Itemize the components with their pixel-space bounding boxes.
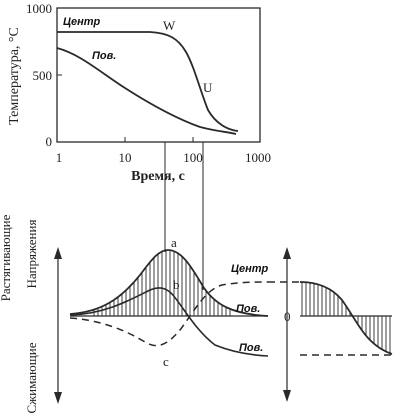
right-center-label: Центр — [231, 263, 269, 275]
marker-w: W — [163, 18, 176, 33]
compression-arrow-icon — [54, 392, 62, 404]
right-compression-arrow-icon — [283, 390, 291, 402]
x-tick-label-1: 1 — [56, 150, 63, 165]
curve-b-label: b — [173, 277, 180, 292]
center-curve-label: Центр — [63, 16, 101, 28]
x-tick-label-1000: 1000 — [245, 150, 271, 165]
curve-a — [69, 249, 269, 317]
hatching-a — [93, 250, 231, 316]
right-curve-center — [299, 281, 393, 355]
surface-curve — [56, 47, 237, 135]
right-surface-label-lower: Пов. — [239, 342, 263, 354]
y-tick-label-500: 500 — [33, 68, 53, 83]
stress-diagram: Напряжения Сжимающие Растягивающие a b c… — [0, 214, 393, 413]
stress-axis-title: Напряжения — [24, 220, 39, 289]
tension-arrow-icon — [54, 247, 62, 259]
zero-label: 0 — [284, 309, 291, 324]
y-tick-label-1000: 1000 — [26, 1, 52, 16]
center-curve — [57, 31, 239, 132]
marker-u: U — [203, 80, 213, 95]
right-tension-arrow-icon — [283, 247, 291, 259]
curve-a-label: a — [171, 235, 177, 250]
curve-b — [69, 287, 269, 357]
curve-c-label: c — [163, 354, 169, 369]
plot-frame — [56, 7, 261, 143]
y-tick-label-0: 0 — [46, 134, 53, 149]
x-tick-label-100: 100 — [183, 150, 203, 165]
surface-curve-label: Пов. — [92, 50, 116, 62]
hatching-right — [301, 282, 391, 354]
temperature-chart: 1000 500 0 1 10 100 1000 Время, с Темпер… — [7, 1, 271, 184]
right-surface-label-upper: Пов. — [236, 303, 260, 315]
tension-label: Растягивающие — [0, 214, 13, 301]
y-axis-label: Температура, °С — [7, 27, 22, 125]
curve-c — [69, 281, 269, 347]
x-tick-label-10: 10 — [119, 150, 132, 165]
x-axis-label: Время, с — [131, 169, 185, 184]
compression-label: Сжимающие — [24, 342, 39, 413]
